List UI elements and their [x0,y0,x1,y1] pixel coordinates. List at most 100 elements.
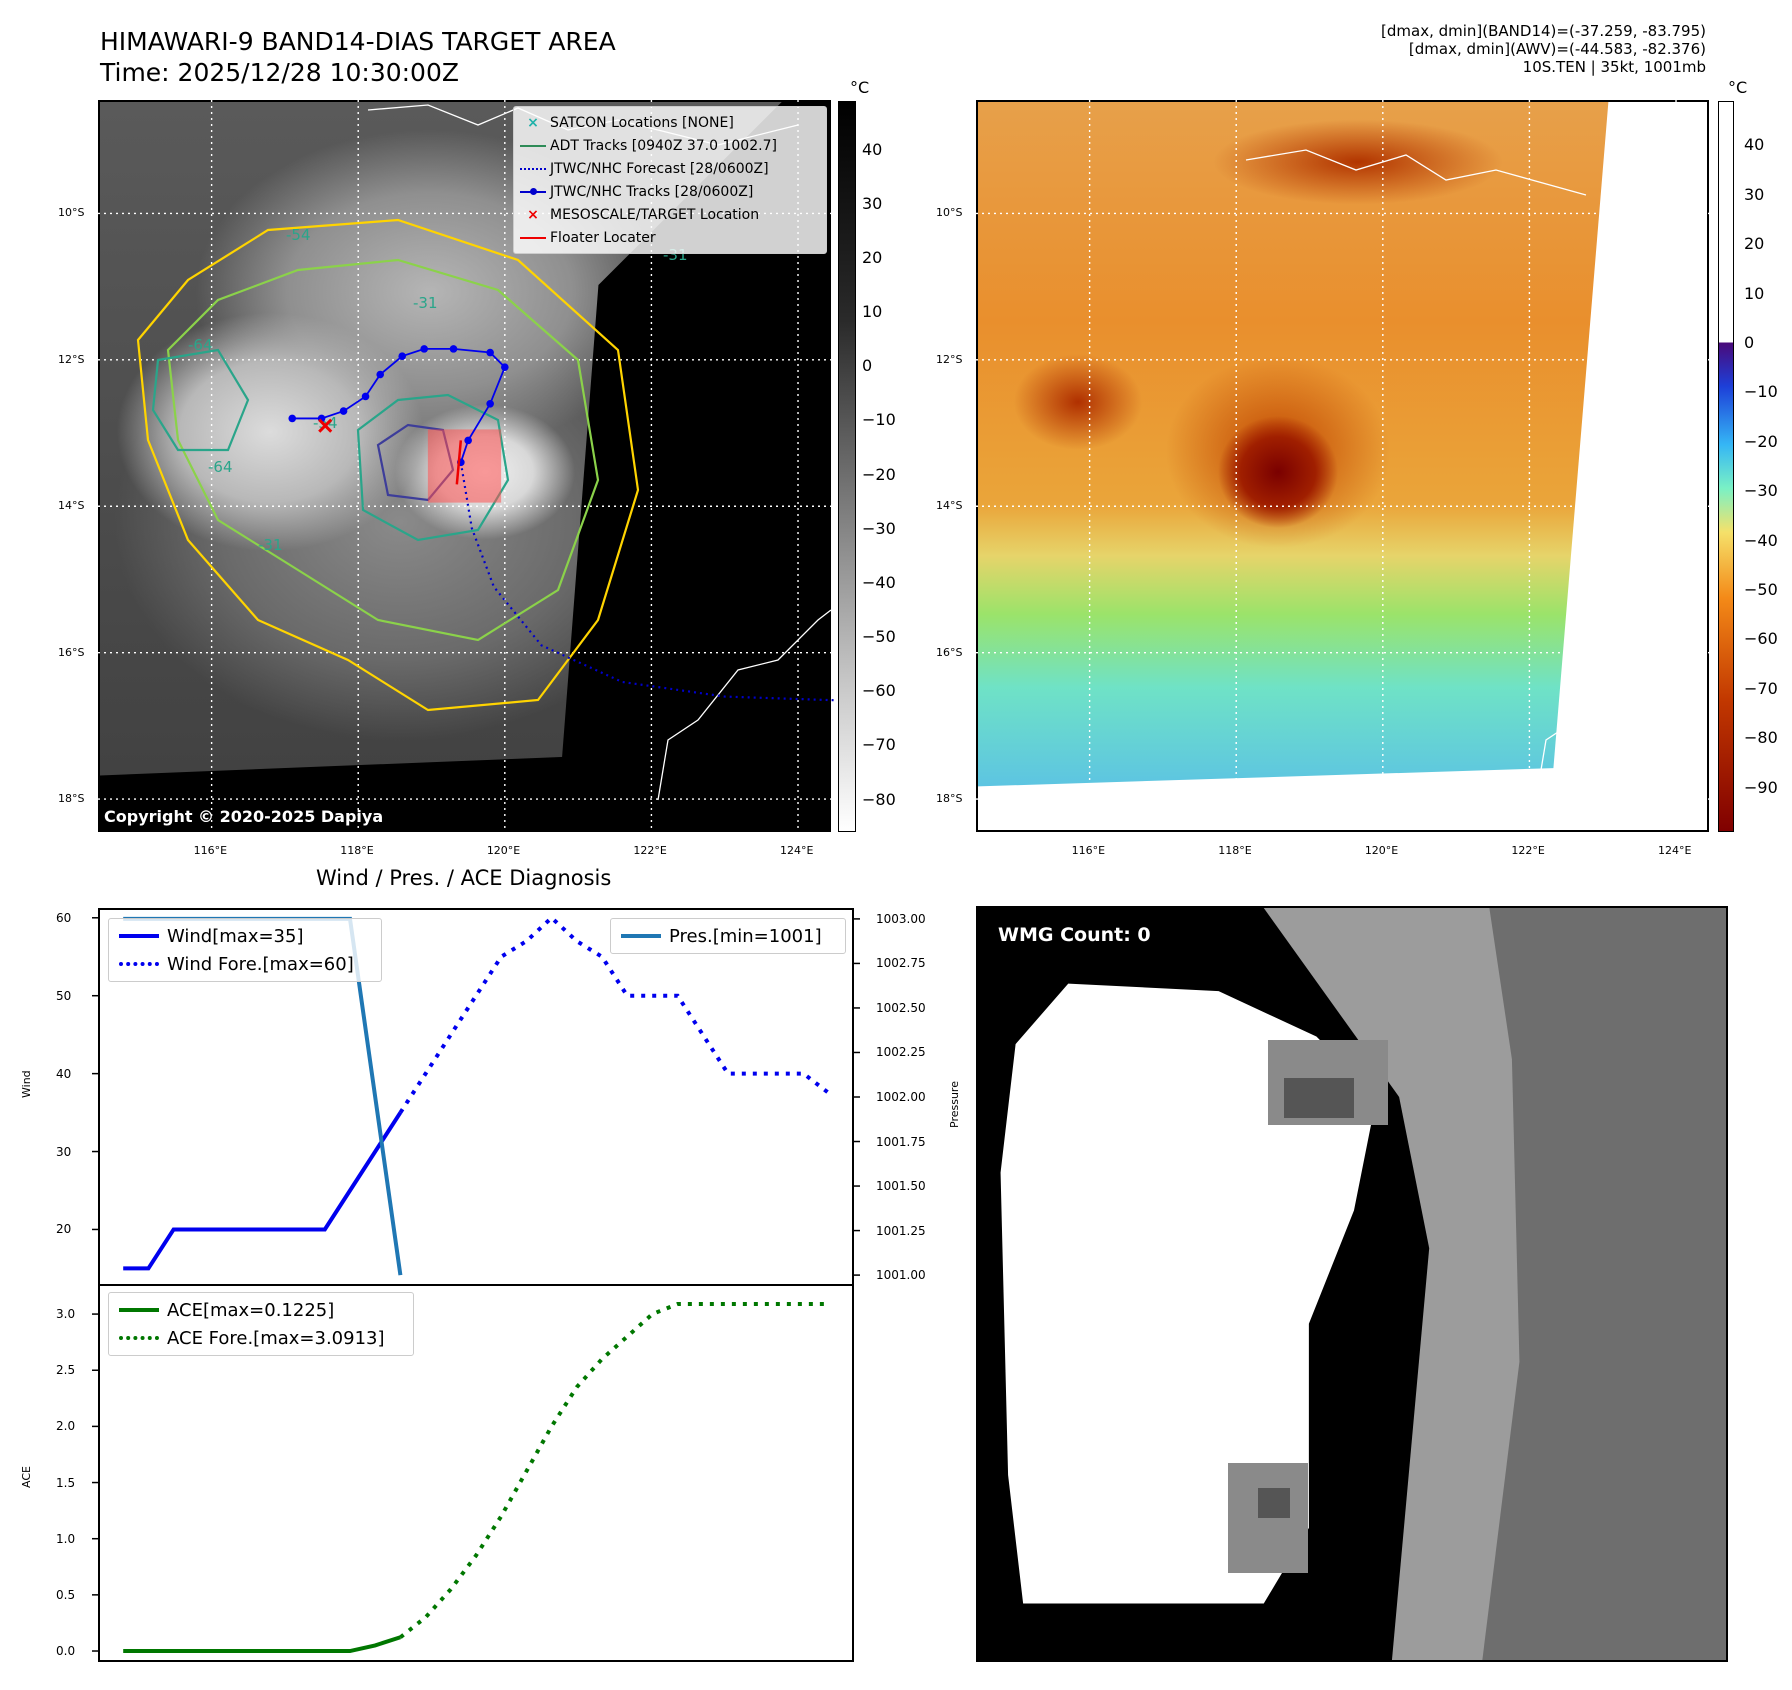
lon-label: 122°E [1511,844,1545,857]
track-point [486,399,494,408]
dotted-line-icon [111,1336,167,1340]
wind-observed-line [123,1111,403,1271]
wind-legend-fore-label: Wind Fore.[max=60] [167,953,354,975]
meta-line1: [dmax, dmin](BAND14)=(-37.259, -83.795) [1381,22,1706,40]
track-point [376,370,385,379]
contour-line-1 [166,258,600,642]
colorbar-right-unit: °C [1728,78,1748,97]
colorbar-tick-label: −50 [1744,579,1778,599]
wind-tick-label: 40 [56,1066,72,1081]
pressure-tick-label: 1002.75 [876,956,926,971]
ace-forecast-line [399,1301,829,1639]
wind-legend: Wind[max=35] Wind Fore.[max=60] [108,918,382,982]
ace-observed-line [123,1635,402,1654]
pressure-tick-label: 1002.25 [876,1045,926,1060]
colorbar-tick-label: −60 [862,681,896,701]
wmg-dark-patch-2 [1258,1488,1290,1518]
colorbar-tick-label: −30 [862,518,896,538]
wind-legend-obs-label: Wind[max=35] [167,925,304,947]
dot-line-icon [516,187,550,195]
solid-line-icon [516,236,550,239]
lat-label: 18°S [936,792,963,806]
legend-row-forecast: JTWC/NHC Forecast [28/0600Z] [516,157,824,180]
contour-label: -31 [413,294,438,312]
wind-tick-label: 60 [56,910,72,925]
colorbar-tick-label: −40 [1744,530,1778,550]
copyright-text: Copyright © 2020-2025 Dapiya [104,807,384,826]
track-point [486,348,494,357]
lon-label: 120°E [1364,844,1399,857]
ace-tick-label: 2.5 [56,1363,76,1378]
awv-map-panel [976,100,1709,832]
legend-label-tracks: JTWC/NHC Tracks [28/0600Z] [550,183,754,200]
track-point [361,392,370,401]
track-point [339,407,348,415]
legend-row-tracks: JTWC/NHC Tracks [28/0600Z] [516,180,824,203]
meta-line2: [dmax, dmin](AWV)=(-44.583, -82.376) [1408,40,1706,58]
pressure-ylabel: Pressure [948,1081,961,1128]
dotted-line-icon [111,962,167,966]
legend-row-adt: ADT Tracks [0940Z 37.0 1002.7] [516,134,824,157]
lat-label: 16°S [936,645,963,659]
colorbar-left-unit: °C [850,78,870,97]
coastline-australia-awv [1535,679,1607,801]
x-marker-icon: × [527,206,539,223]
solid-line-icon [111,1308,167,1312]
pressure-tick-label: 1002.50 [876,1000,926,1015]
colorbar-tick-label: −10 [1744,382,1778,402]
legend-row-target: × MESOSCALE/TARGET Location [516,203,824,226]
forecast-track-line [459,462,835,702]
lat-label: 10°S [58,206,85,220]
lat-label: 14°S [58,499,85,513]
ace-tick-label: 2.0 [56,1419,76,1434]
solid-line-icon [516,144,550,147]
track-point [398,352,406,360]
legend-label-forecast: JTWC/NHC Forecast [28/0600Z] [550,160,769,177]
pressure-tick-label: 1001.00 [876,1268,926,1283]
lon-label: 120°E [486,844,521,857]
lon-label: 124°E [780,844,814,857]
contour-label: -31 [258,536,283,554]
lat-label: 10°S [936,206,963,220]
awv-swath [978,102,1609,787]
colorbar-tick-label: −50 [862,627,896,647]
target-marker-stroke-b [318,418,333,433]
lon-label: 116°E [193,844,228,857]
colorbar-tick-label: 0 [1744,333,1755,353]
colorbar-tick-label: −80 [862,789,896,809]
colorbar-tick-label: 10 [862,302,883,322]
colorbar-tick-label: −60 [1744,629,1778,649]
track-point [420,345,428,353]
pressure-legend-label: Pres.[min=1001] [669,925,822,947]
pressure-legend: Pres.[min=1001] [610,918,846,954]
ace-legend: ACE[max=0.1225] ACE Fore.[max=3.0913] [108,1292,414,1356]
wind-ylabel: Wind [20,1070,33,1098]
ace-ylabel: ACE [20,1466,33,1488]
contour-label: -54 [286,226,311,244]
lat-label: 12°S [58,352,85,366]
coastline-north-awv [1245,149,1587,196]
ace-tick-label: 3.0 [56,1307,76,1322]
lat-label: 16°S [58,645,85,659]
colorbar-tick-label: 30 [1744,184,1765,204]
legend-label-target: MESOSCALE/TARGET Location [550,206,760,223]
contour-line-0 [136,218,640,712]
lon-label: 118°E [1218,844,1252,857]
contour-label: -64 [208,458,233,476]
colorbar-tick-label: 30 [862,193,883,213]
colorbar-tick-label: −30 [1744,481,1778,501]
pressure-tick-label: 1001.75 [876,1134,926,1149]
lon-label: 116°E [1071,844,1106,857]
target-area-box [427,429,502,503]
lat-label: 12°S [936,352,963,366]
wind-legend-row-fore: Wind Fore.[max=60] [111,950,379,978]
track-point [449,345,458,353]
ace-panel [98,1284,854,1662]
colorbar-left [838,101,856,832]
pressure-tick-label: 1001.50 [876,1179,926,1194]
colorbar-tick-label: 40 [862,139,883,159]
legend-row-floater: Floater Locater [516,226,824,249]
wind-tick-label: 20 [56,1222,72,1237]
ace-legend-row-obs: ACE[max=0.1225] [111,1296,411,1324]
legend-label-adt: ADT Tracks [0940Z 37.0 1002.7] [550,137,777,154]
